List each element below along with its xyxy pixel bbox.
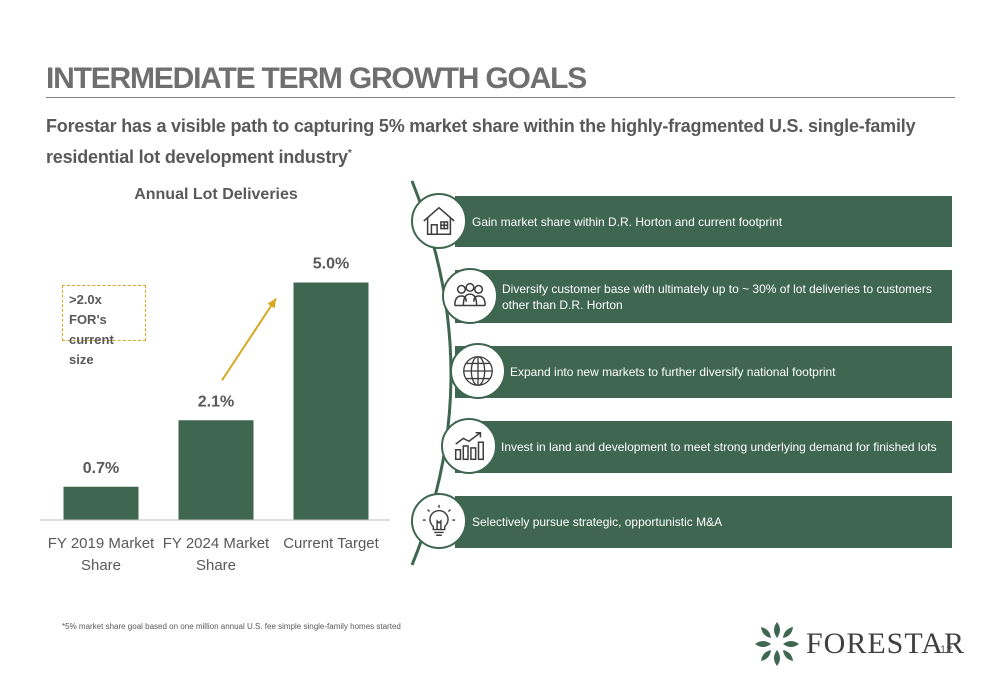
subtitle-footnote-mark: * [347, 148, 352, 159]
people-icon [442, 268, 498, 324]
bar [63, 486, 139, 520]
globe-icon [450, 343, 506, 399]
goal-card-4: Invest in land and development to meet s… [455, 421, 952, 473]
chart-title: Annual Lot Deliveries [134, 186, 298, 203]
logo-wordmark: FORESTAR [806, 627, 965, 660]
growth-callout: >2.0x FOR's current size [62, 285, 146, 367]
page-title: INTERMEDIATE TERM GROWTH GOALS [46, 62, 587, 95]
callout-line-1: >2.0x FOR's [69, 292, 107, 327]
growth-arrowhead [267, 298, 276, 309]
title-divider [46, 97, 955, 98]
company-logo: FORESTAR [752, 618, 965, 670]
page-number: 12 [940, 644, 953, 656]
leaf-emblem-icon [755, 622, 799, 666]
data-label: 0.7% [83, 460, 119, 477]
footnote: *5% market share goal based on one milli… [62, 622, 401, 631]
growth-arrow [221, 297, 277, 381]
goal-card-3: Expand into new markets to further diver… [455, 346, 952, 398]
bar [178, 420, 254, 520]
category-label: FY 2019 Market [48, 535, 155, 552]
goal-card-5: Selectively pursue strategic, opportunis… [455, 496, 952, 548]
subtitle-text: Forestar has a visible path to capturing… [46, 116, 916, 167]
bar [293, 282, 369, 520]
goal-text-1: Gain market share within D.R. Horton and… [472, 214, 783, 229]
page-subtitle: Forestar has a visible path to capturing… [46, 113, 966, 171]
goal-text-2: Diversify customer base with ultimately … [502, 281, 932, 312]
goal-text-4: Invest in land and development to meet s… [501, 440, 937, 454]
goal-text-3: Expand into new markets to further diver… [510, 365, 836, 379]
goal-text-5: Selectively pursue strategic, opportunis… [472, 515, 723, 529]
goal-card-2: Diversify customer base with ultimately … [455, 270, 952, 323]
data-label: 5.0% [313, 256, 349, 273]
house-icon [411, 193, 467, 249]
data-label: 2.1% [198, 393, 234, 410]
lightbulb-icon [411, 493, 467, 549]
category-label: FY 2024 Market [163, 535, 270, 552]
growth-chart-icon [441, 418, 497, 474]
category-label: Share [196, 557, 236, 574]
goal-card-1: Gain market share within D.R. Horton and… [455, 196, 952, 247]
callout-line-2: current size [69, 332, 114, 367]
category-label: Current Target [283, 535, 379, 552]
category-label: Share [81, 557, 121, 574]
